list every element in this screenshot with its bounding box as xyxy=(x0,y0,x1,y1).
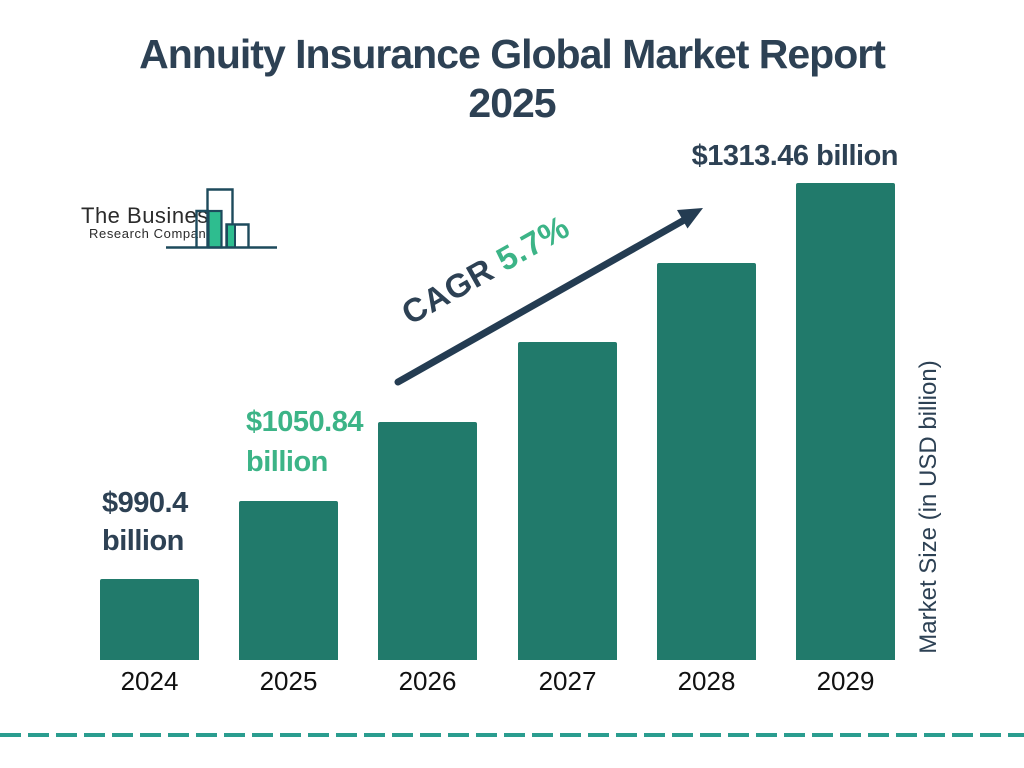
page-title: Annuity Insurance Global Market Report 2… xyxy=(0,30,1024,128)
value-label-2024-amount: $990.4 xyxy=(102,487,188,519)
value-label-2029-amount: $1313.46 billion xyxy=(691,140,899,172)
logo-step-line xyxy=(195,209,209,248)
x-tick-2026: 2026 xyxy=(398,666,457,696)
bar-2024 xyxy=(100,579,199,660)
page-title-line1: Annuity Insurance Global Market Report xyxy=(139,31,886,77)
value-label-2025-amount: $1050.84 xyxy=(246,406,363,438)
y-axis-label: Market Size (in USD billion) xyxy=(915,360,942,654)
bar-2028 xyxy=(657,263,756,660)
bar-2025 xyxy=(239,501,338,660)
logo-company-subname: Research Company xyxy=(89,226,214,241)
value-label-2029: $1313.46 billion xyxy=(691,140,899,173)
bar-buildings-icon xyxy=(166,188,277,249)
x-tick-2028: 2028 xyxy=(677,666,736,696)
x-tick-2027: 2027 xyxy=(538,666,597,696)
bar-2029 xyxy=(796,183,895,660)
value-label-2025: $1050.84 billion xyxy=(246,402,363,482)
x-tick-2029: 2029 xyxy=(816,666,875,696)
bar-2027 xyxy=(518,342,617,660)
company-logo: The Business Research Company xyxy=(60,170,290,250)
value-label-2024: $990.4 billion xyxy=(102,484,188,560)
page-title-line2: 2025 xyxy=(468,80,556,126)
bar-2026 xyxy=(378,422,477,660)
x-tick-2025: 2025 xyxy=(259,666,318,696)
value-label-2025-unit: billion xyxy=(246,446,328,478)
x-tick-2024: 2024 xyxy=(120,666,179,696)
value-label-2024-unit: billion xyxy=(102,525,184,557)
